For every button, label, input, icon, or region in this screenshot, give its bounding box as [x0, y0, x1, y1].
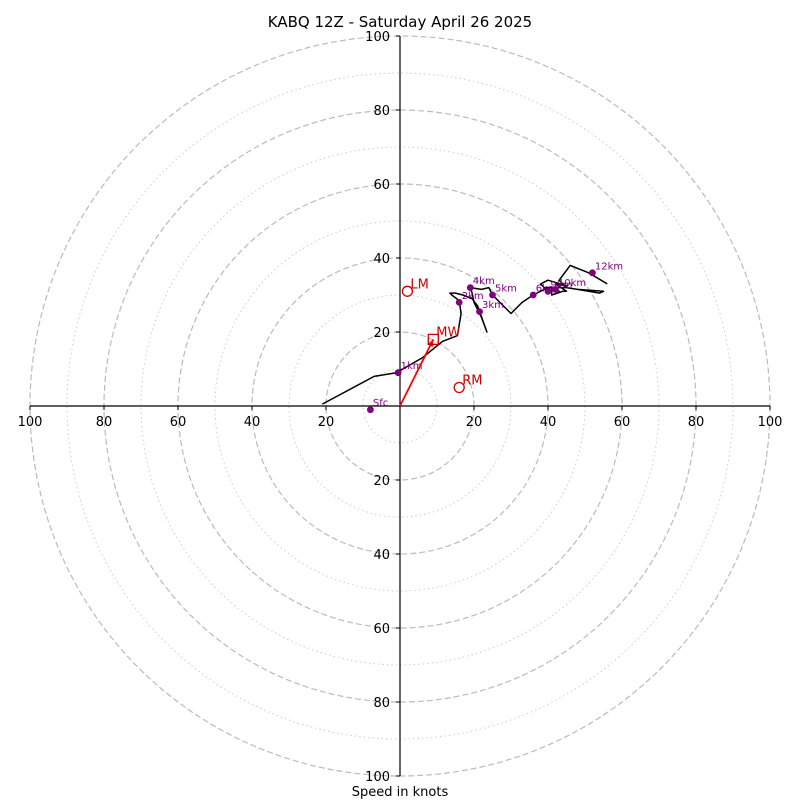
rm-label: RM — [462, 374, 482, 389]
height-marker-point — [529, 291, 537, 299]
storm-vector-arrowhead — [427, 339, 434, 348]
x-tick-label: 20 — [318, 415, 335, 430]
lm-marker — [401, 285, 414, 297]
height-marker-label: 5km — [495, 284, 517, 295]
height-marker-point — [367, 406, 374, 414]
chart-title: KABQ 12Z - Saturday April 26 2025 — [268, 13, 532, 31]
height-marker-point — [466, 284, 474, 291]
y-tick-label: 20 — [373, 474, 390, 489]
x-tick-label: 80 — [96, 415, 113, 430]
height-marker-point — [544, 287, 552, 295]
x-tick-label: 40 — [244, 415, 261, 430]
x-tick-label: 40 — [540, 415, 557, 430]
height-markers: Sfc1km2km3km4km5km6km9km10km12km — [367, 261, 623, 414]
height-marker-label: Sfc — [373, 398, 388, 409]
y-tick-label: 40 — [373, 252, 390, 267]
height-marker-point — [455, 299, 463, 306]
x-tick-label: 100 — [18, 415, 43, 430]
x-tick-label: 80 — [688, 415, 705, 430]
rm-marker — [453, 381, 465, 394]
x-axis-label: Speed in knots — [352, 785, 449, 800]
x-tick-label: 60 — [170, 415, 187, 430]
tick-labels: 100 80 60 40 20 20 40 60 80 100 100 80 60 40 20 20 40 60 8… — [18, 30, 783, 785]
height-marker-label: 3km — [482, 300, 504, 311]
height-marker-point — [589, 269, 596, 277]
x-tick-label: 100 — [758, 415, 783, 430]
height-marker-point — [394, 369, 402, 377]
mw-label: MW — [436, 325, 460, 340]
height-marker-point — [489, 291, 496, 299]
y-tick-label: 60 — [373, 178, 390, 193]
x-tick-label: 20 — [466, 415, 483, 430]
storm-motion: LM MW RM — [399, 277, 482, 407]
height-marker-label: 10km — [558, 278, 586, 289]
y-tick-label: 100 — [365, 770, 390, 785]
y-tick-label: 40 — [373, 548, 390, 563]
height-marker-point — [552, 286, 559, 293]
mw-marker — [427, 333, 439, 346]
hodograph-line — [321, 264, 608, 405]
storm-motion-vector — [399, 338, 435, 407]
x-tick-label: 60 — [614, 415, 631, 430]
height-marker-label: 2km — [462, 291, 484, 302]
y-tick-label: 60 — [373, 622, 390, 637]
height-marker-label: 1km — [401, 361, 423, 372]
lm-label: LM — [410, 277, 428, 292]
y-tick-label: 100 — [365, 30, 390, 45]
y-tick-label: 80 — [373, 104, 390, 119]
y-tick-label: 20 — [373, 326, 390, 341]
height-marker-label: 4km — [473, 276, 495, 287]
height-marker-label: 9km — [551, 280, 573, 291]
hodograph-trace — [321, 264, 608, 405]
height-marker-label: 12km — [595, 261, 623, 272]
height-marker-point — [476, 308, 483, 316]
y-tick-label: 80 — [373, 696, 390, 711]
